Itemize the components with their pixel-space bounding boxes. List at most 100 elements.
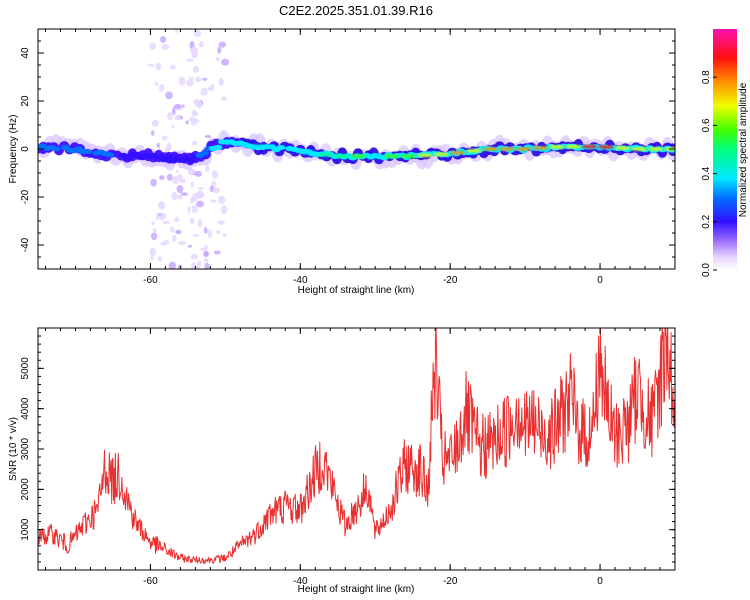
- spectrogram-core-cell: [351, 154, 366, 158]
- spectrogram-ridge-cell: [51, 146, 61, 152]
- spectrogram-noise-blob: [207, 229, 213, 239]
- spectrogram-core-cell: [648, 147, 663, 151]
- spectrogram-y-tick-label: 20: [20, 95, 31, 107]
- spectrogram-noise-blob: [212, 187, 221, 194]
- spectrogram-noise-blob: [173, 104, 182, 109]
- spectrogram-core-cell: [252, 144, 267, 148]
- spectrogram-noise-blob: [187, 205, 191, 214]
- spectrogram-noise-blob: [196, 190, 204, 199]
- spectrogram-noise-blob: [190, 181, 194, 189]
- spectrogram-y-tick-label: -20: [20, 189, 31, 204]
- spectrogram-y-tick-label: -40: [20, 237, 31, 252]
- spectrogram-core-cell: [384, 154, 399, 158]
- spectrogram-x-tick-label: -60: [143, 275, 158, 286]
- spectrogram-noise-blob: [151, 130, 155, 136]
- snr-x-tick-label: -20: [443, 576, 458, 587]
- spectrogram-core-cell: [467, 149, 482, 153]
- spectrogram-noise-blob: [187, 244, 193, 248]
- colorbar-tick-label: 0.2: [701, 214, 712, 228]
- spectrogram-noise-blob: [159, 84, 165, 92]
- snr-background: [38, 328, 675, 570]
- spectrogram-x-axis-label: Height of straight line (km): [298, 285, 415, 296]
- spectrogram-ridge-cell: [83, 148, 92, 155]
- spectrogram-noise-blob: [160, 212, 165, 220]
- spectrogram-noise-blob: [175, 169, 179, 173]
- spectrogram-core-cell: [401, 154, 416, 158]
- spectrogram-ridge-cell: [105, 152, 115, 158]
- spectrogram-noise-blob: [157, 256, 163, 262]
- snr-x-axis-label: Height of straight line (km): [298, 584, 415, 595]
- snr-x-tick-label: -60: [143, 576, 158, 587]
- spectrogram-noise-blob: [149, 247, 156, 256]
- spectrogram-noise-blob: [161, 135, 168, 141]
- colorbar: 0.0 0.2 0.4 0.6 0.8 Normalized spectral ampl…: [701, 29, 749, 277]
- spectrogram-core-cell: [417, 153, 432, 157]
- spectrogram-noise-blob: [166, 173, 173, 181]
- spectrogram-noise-blob: [174, 115, 181, 121]
- spectrogram-noise-blob: [191, 204, 198, 214]
- chart-title: C2E2.2025.351.01.39.R16: [279, 3, 433, 18]
- spectrogram-noise-blob: [175, 229, 182, 235]
- spectrogram-noise-blob: [186, 58, 194, 62]
- spectrogram-core-cell: [368, 154, 383, 158]
- spectrogram-noise-blob: [198, 40, 204, 48]
- spectrogram-ridge-cell: [199, 150, 209, 156]
- spectrogram-noise-blob: [168, 261, 176, 269]
- spectrogram-noise-blob: [196, 200, 205, 208]
- colorbar-tick-label: 0.4: [701, 166, 712, 180]
- spectrogram-ticks: -60 -40 -20 0 -40 -20 0 20 40: [20, 28, 676, 286]
- spectrogram-noise-blob: [193, 29, 202, 38]
- spectrogram-core-cell: [549, 145, 564, 149]
- spectrogram-x-tick-label: -20: [443, 275, 458, 286]
- spectrogram-noise-blob: [204, 245, 208, 251]
- spectrogram-noise-blob: [218, 77, 224, 87]
- spectrogram-noise-blob: [154, 82, 159, 86]
- snr-x-tick-label: 0: [597, 576, 603, 587]
- spectrogram-noise-blob: [211, 170, 219, 179]
- spectrogram-noise-blob: [192, 140, 198, 146]
- spectrogram-ridge-cell: [276, 144, 286, 151]
- spectrogram-noise-blob: [149, 42, 156, 50]
- spectrogram-noise-blob: [189, 197, 194, 204]
- spectrogram-noise-blob: [205, 165, 210, 173]
- spectrogram-core-cell: [582, 145, 597, 149]
- spectrogram-noise-blob: [207, 87, 213, 91]
- spectrogram-core-cell: [615, 146, 630, 150]
- colorbar-tick-label: 0.0: [701, 263, 712, 277]
- spectrogram-noise-blob: [188, 76, 195, 81]
- spectrogram-core-cell: [219, 140, 234, 144]
- spectrogram-noise-blob: [172, 107, 176, 116]
- spectrogram-noise-blob: [160, 36, 167, 43]
- colorbar-tick-label: 0.6: [701, 118, 712, 132]
- spectrogram-ridge-cell: [213, 144, 223, 150]
- spectrogram-noise-blob: [198, 187, 204, 191]
- spectrogram-noise-blob: [160, 242, 166, 246]
- spectrogram-ridge-cell: [186, 157, 196, 163]
- spectrogram-noise-blob: [185, 120, 189, 125]
- spectrogram-noise-blob: [169, 226, 175, 233]
- spectrogram-noise-blob: [215, 57, 220, 62]
- spectrogram-core-cell: [500, 147, 515, 151]
- spectrogram-x-tick-label: -40: [293, 275, 308, 286]
- spectrogram-noise-blob: [175, 29, 179, 34]
- spectrogram-noise-blob: [204, 252, 208, 258]
- spectrogram-noise-blob: [165, 91, 173, 100]
- spectrogram-noise-blob: [192, 65, 200, 73]
- spectrogram-core-cell: [632, 147, 646, 151]
- spectrogram-noise-blob: [161, 44, 170, 50]
- spectrogram-noise-blob: [187, 168, 195, 176]
- spectrogram-noise-blob: [218, 41, 226, 48]
- spectrogram-noise-blob: [147, 63, 155, 67]
- spectrogram-noise-blob: [217, 195, 226, 205]
- spectrogram-noise-blob: [174, 216, 180, 223]
- spectrogram-noise-blob: [162, 220, 171, 225]
- spectrogram-noise-blob: [150, 232, 158, 241]
- spectrogram-core-cell: [335, 154, 350, 158]
- spectrogram-noise-blob: [190, 121, 197, 126]
- colorbar-label: Normalized spectral amplitude: [738, 82, 749, 217]
- colorbar-ticks: 0.0 0.2 0.4 0.6 0.8: [701, 70, 717, 277]
- spectrogram-noise-blob: [192, 233, 200, 237]
- spectrogram-noise-blob: [204, 262, 210, 269]
- spectrogram-noise-blob: [186, 79, 195, 87]
